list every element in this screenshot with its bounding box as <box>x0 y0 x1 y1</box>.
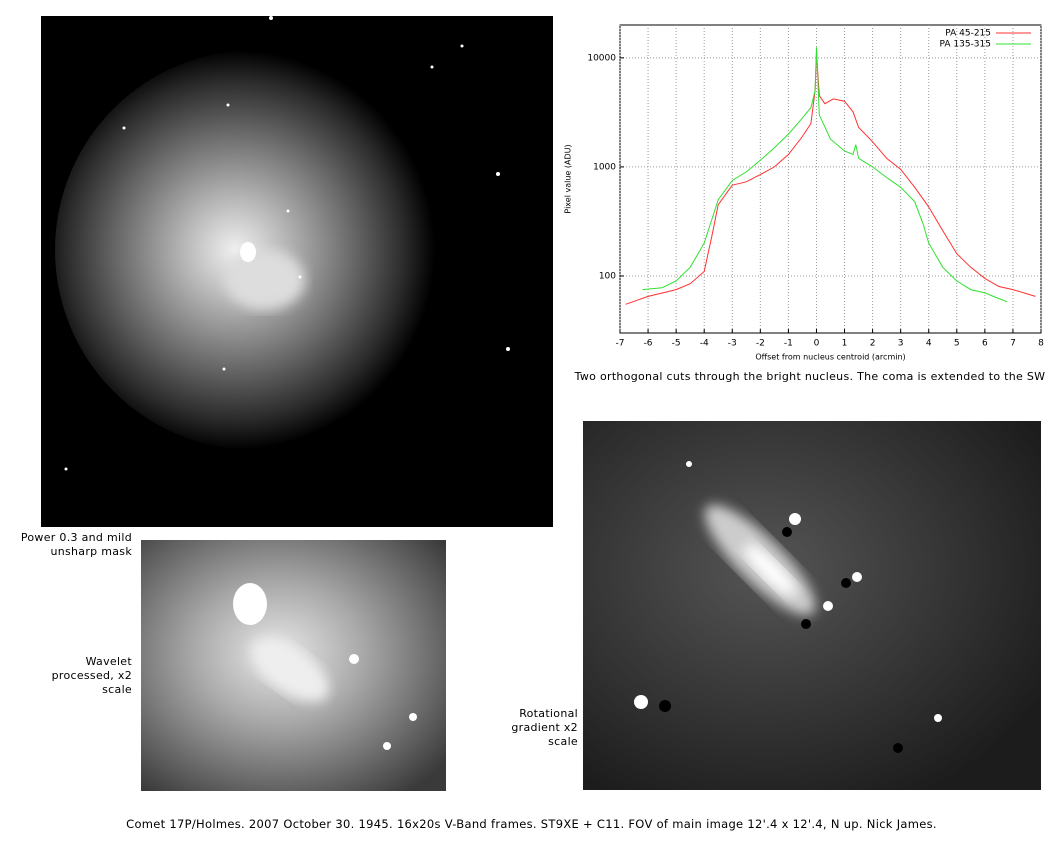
footer-caption: Comet 17P/Holmes. 2007 October 30. 1945.… <box>126 817 937 831</box>
x-tick-label: 2 <box>870 339 876 349</box>
x-tick-label: -2 <box>756 339 765 349</box>
x-tick-label: 1 <box>842 339 848 349</box>
rotational-image <box>583 421 1041 790</box>
x-tick-label: 7 <box>1010 339 1016 349</box>
rotational-caption: Rotational gradient x2 scale <box>511 707 578 748</box>
wavelet-image <box>141 540 446 791</box>
chart: -7 -6 -5 -4 -3 -2 -1 0 1 2 3 4 5 6 7 8 100 1000 10000 Offse… <box>564 24 1044 362</box>
power-caption: Power 0.3 and mild unsharp mask <box>20 531 132 558</box>
x-tick-label: -3 <box>728 339 737 349</box>
x-axis-label: Offset from nucleus centroid (arcmin) <box>755 353 905 362</box>
x-tick-label: 3 <box>898 339 904 349</box>
x-tick-label: 6 <box>982 339 988 349</box>
x-tick-label: -6 <box>644 339 653 349</box>
x-tick-label: 0 <box>814 339 820 349</box>
wavelet-caption: Wavelet processed, x2 scale <box>51 655 132 696</box>
y-tick-label: 1000 <box>593 162 616 172</box>
series-line <box>642 47 1008 303</box>
x-tick-label: 8 <box>1038 339 1044 349</box>
x-tick-label: -7 <box>616 339 625 349</box>
legend-label: PA 135-315 <box>940 40 991 50</box>
x-tick-label: 5 <box>954 339 960 349</box>
series-line <box>625 53 1036 305</box>
y-tick-label: 10000 <box>587 53 616 63</box>
chart-caption: Two orthogonal cuts through the bright n… <box>574 370 1046 383</box>
x-tick-label: -5 <box>672 339 681 349</box>
x-tick-label: -4 <box>700 339 709 349</box>
legend-label: PA 45-215 <box>945 29 991 39</box>
y-axis-label: Pixel value (ADU) <box>564 144 573 213</box>
y-tick-label: 100 <box>599 271 616 281</box>
x-tick-label: 4 <box>926 339 932 349</box>
x-tick-label: -1 <box>784 339 793 349</box>
main-image <box>41 16 553 527</box>
